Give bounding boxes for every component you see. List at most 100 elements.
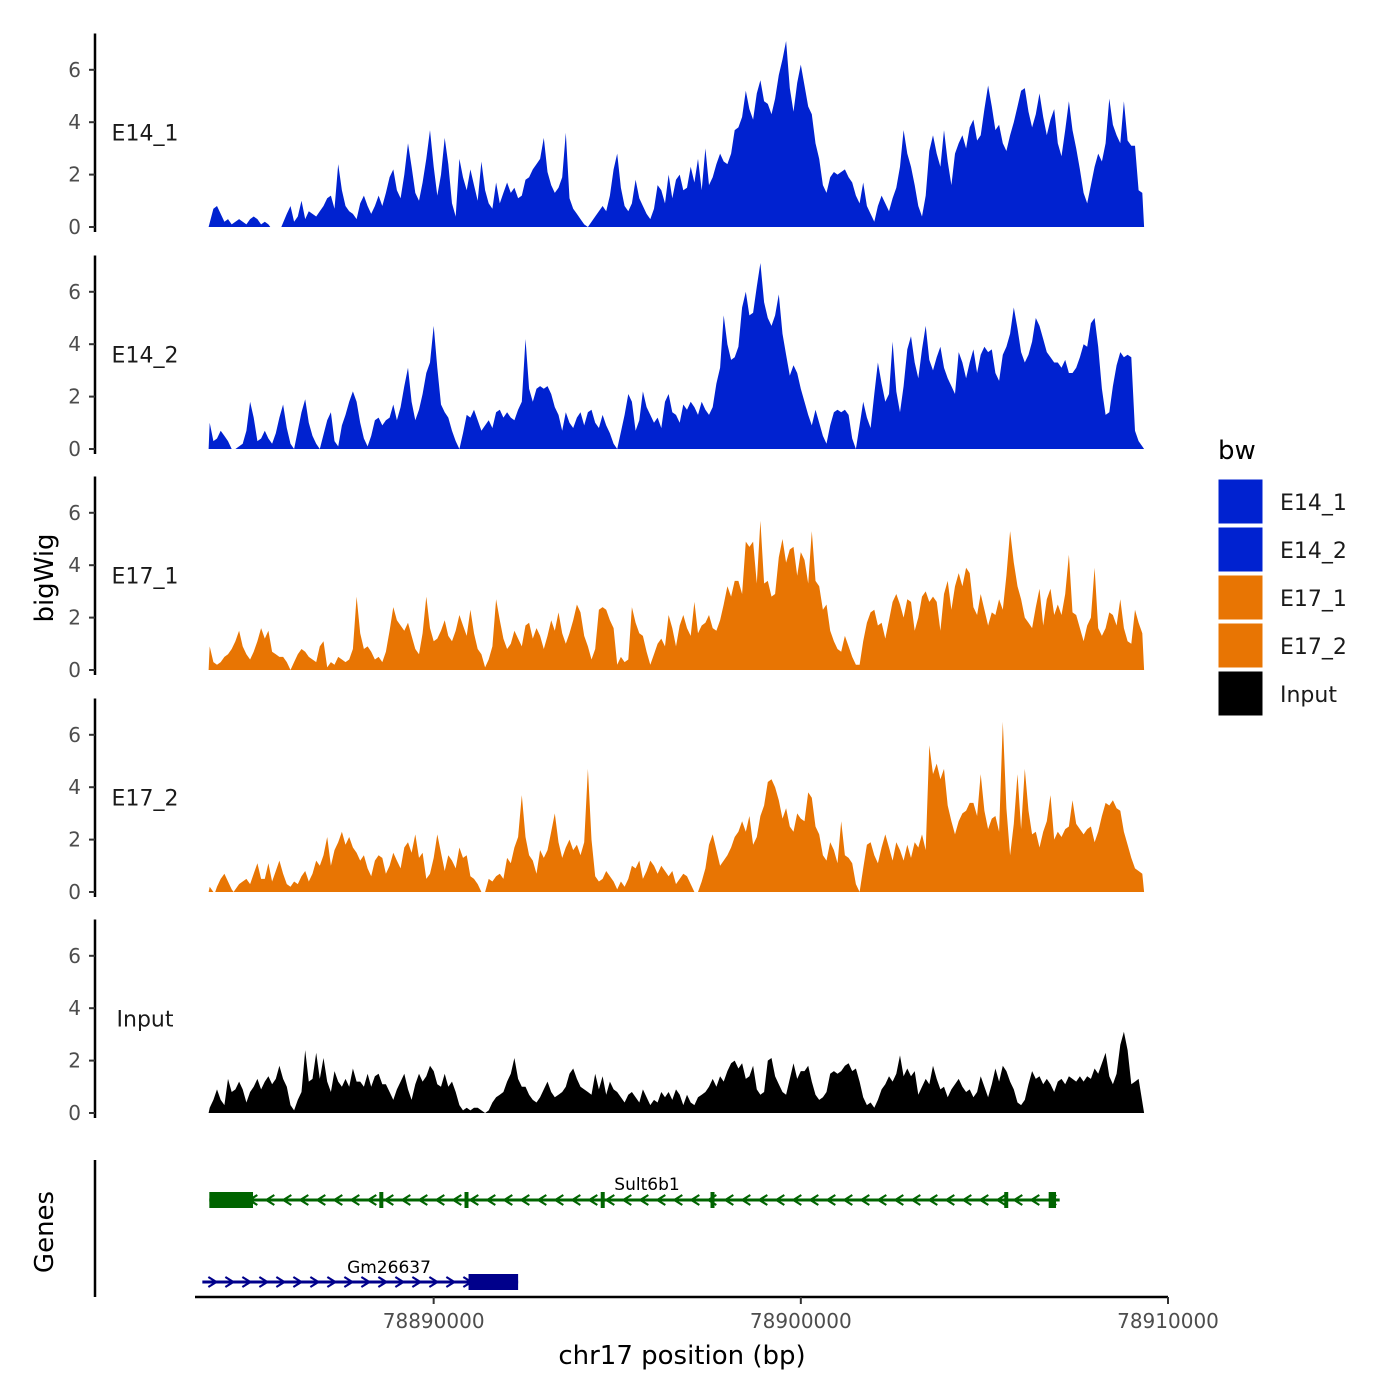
strand-arrow (587, 1194, 598, 1206)
y-tick-label: 2 (68, 606, 81, 630)
legend: bw E14_1 E14_2 E17_1 E17_2 Input (1217, 436, 1347, 717)
gene-exon (209, 1192, 254, 1208)
signal-tracks: 0 2 4 6 E14_1 0 2 4 6 E14_2 0 2 4 6 E17_1 0 2 4 6 E17_2 0 2 4 6… (68, 33, 1145, 1125)
track-label-E17_1: E17_1 (112, 565, 179, 590)
strand-arrow (689, 1194, 700, 1206)
legend-label: E14_2 (1280, 539, 1347, 564)
track-label-Input: Input (117, 1008, 174, 1033)
legend-title: bw (1218, 436, 1256, 466)
y-tick-label: 2 (68, 828, 81, 852)
strand-arrow (1029, 1194, 1040, 1206)
strand-arrow (808, 1194, 819, 1206)
gene-label: Sult6b1 (614, 1175, 679, 1195)
signal-area-Input (208, 1031, 1145, 1113)
strand-arrow (1012, 1194, 1023, 1206)
gene-exon (1048, 1192, 1057, 1208)
strand-arrow (757, 1194, 768, 1206)
strand-arrow (332, 1194, 343, 1206)
track-panel-E17_2: 0 2 4 6 E17_2 (68, 698, 1145, 904)
legend-item-E17_1: E17_1 (1217, 574, 1347, 621)
track-label-E14_2: E14_2 (112, 344, 179, 369)
strand-arrow (723, 1194, 734, 1206)
gene-exon (600, 1192, 605, 1208)
legend-item-Input: Input (1217, 670, 1337, 717)
y-tick-label: 4 (68, 332, 81, 356)
strand-arrow (428, 1276, 440, 1288)
track-panel-E14_1: 0 2 4 6 E14_1 (68, 33, 1145, 239)
gene-exon (468, 1274, 519, 1290)
strand-arrow (859, 1194, 870, 1206)
strand-arrow (893, 1194, 904, 1206)
strand-arrow (315, 1194, 326, 1206)
strand-arrow (224, 1276, 236, 1288)
legend-swatch (1217, 526, 1264, 573)
gene-Gm26637: Gm26637 (202, 1258, 519, 1290)
x-tick-label: 78910000 (1117, 1309, 1219, 1333)
gene-exon (1004, 1192, 1009, 1208)
y-tick-label: 6 (68, 58, 81, 82)
strand-arrow (621, 1194, 632, 1206)
strand-arrow (910, 1194, 921, 1206)
strand-arrow (995, 1194, 1006, 1206)
strand-arrow (553, 1194, 564, 1206)
legend-swatch (1217, 670, 1264, 717)
y-tick-label: 2 (68, 163, 81, 187)
signal-area-E17_2 (208, 721, 1145, 892)
strand-arrow (411, 1276, 423, 1288)
strand-arrow (502, 1194, 513, 1206)
strand-arrow (536, 1194, 547, 1206)
genes-axis-title: Genes (30, 1191, 60, 1273)
strand-arrow (349, 1194, 360, 1206)
track-label-E17_2: E17_2 (112, 787, 179, 812)
legend-label: Input (1280, 683, 1337, 708)
strand-arrow (604, 1194, 615, 1206)
strand-arrow (791, 1194, 802, 1206)
strand-arrow (740, 1194, 751, 1206)
strand-arrow (417, 1194, 428, 1206)
gene-track: Sult6b1 Gm26637 (93, 1160, 1060, 1297)
strand-arrow (927, 1194, 938, 1206)
strand-arrow (451, 1194, 462, 1206)
strand-arrow (298, 1194, 309, 1206)
strand-arrow (400, 1194, 411, 1206)
signal-area-E14_1 (208, 41, 1145, 227)
strand-arrow (275, 1276, 287, 1288)
track-panel-E17_1: 0 2 4 6 E17_1 (68, 476, 1145, 682)
legend-label: E14_1 (1280, 491, 1347, 516)
gene-Sult6b1: Sult6b1 (209, 1175, 1060, 1208)
x-tick-label: 78900000 (750, 1309, 852, 1333)
strand-arrow (485, 1194, 496, 1206)
strand-arrow (944, 1194, 955, 1206)
strand-arrow (519, 1194, 530, 1206)
strand-arrow (961, 1194, 972, 1206)
x-axis: 78890000 78900000 78910000 (195, 1295, 1219, 1333)
track-panel-Input: 0 2 4 6 Input (68, 919, 1145, 1125)
legend-item-E14_1: E14_1 (1217, 478, 1347, 525)
legend-label: E17_2 (1280, 635, 1347, 660)
strand-arrow (842, 1194, 853, 1206)
strand-arrow (434, 1194, 445, 1206)
gene-exon (710, 1192, 715, 1208)
legend-swatch (1217, 478, 1264, 525)
y-tick-label: 6 (68, 280, 81, 304)
legend-item-E14_2: E14_2 (1217, 526, 1347, 573)
strand-arrow (570, 1194, 581, 1206)
y-tick-label: 0 (68, 215, 81, 239)
y-tick-label: 6 (68, 944, 81, 968)
strand-arrow (825, 1194, 836, 1206)
strand-arrow (366, 1194, 377, 1206)
legend-label: E17_1 (1280, 587, 1347, 612)
strand-arrow (326, 1276, 338, 1288)
strand-arrow (655, 1194, 666, 1206)
y-tick-label: 2 (68, 385, 81, 409)
legend-item-E17_2: E17_2 (1217, 622, 1347, 669)
strand-arrow (445, 1276, 457, 1288)
gene-label: Gm26637 (347, 1258, 431, 1278)
y-tick-label: 4 (68, 996, 81, 1020)
strand-arrow (377, 1276, 389, 1288)
track-panel-E14_2: 0 2 4 6 E14_2 (68, 255, 1145, 461)
strand-arrow (672, 1194, 683, 1206)
x-axis-title: chr17 position (bp) (558, 1341, 805, 1371)
y-tick-label: 6 (68, 723, 81, 747)
